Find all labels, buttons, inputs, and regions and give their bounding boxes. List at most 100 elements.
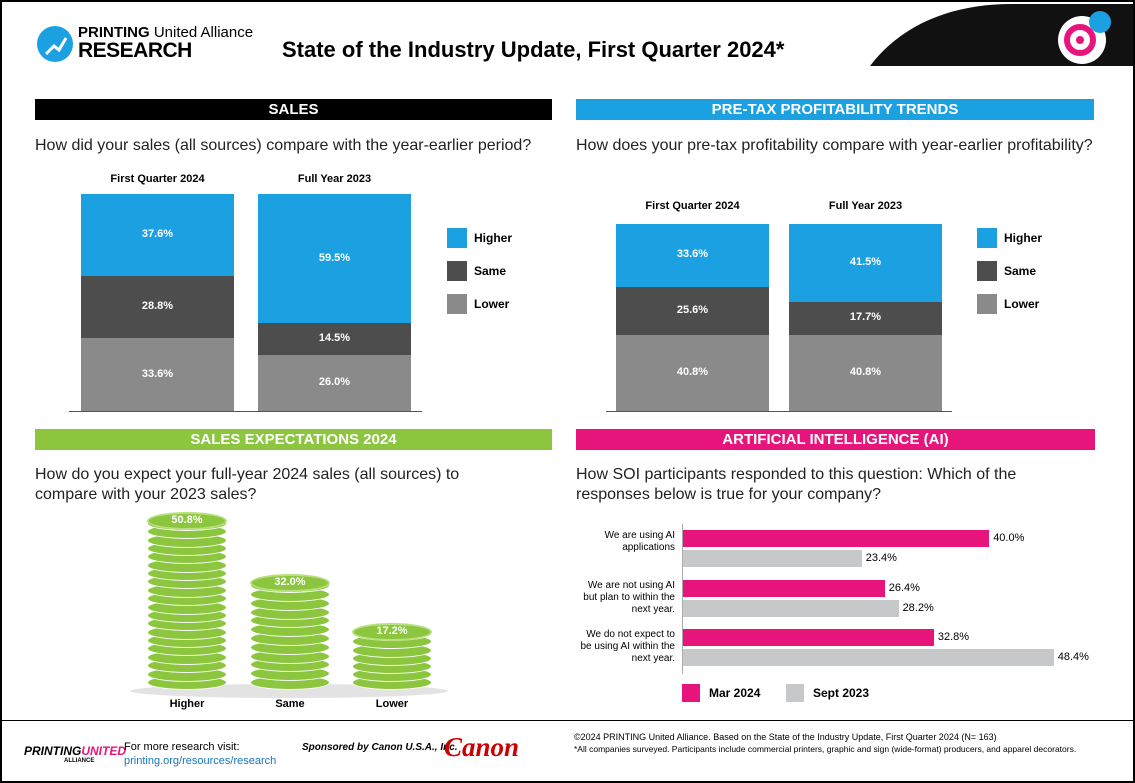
category-label: First Quarter 2024 <box>645 200 740 212</box>
bar <box>682 599 899 617</box>
footer-rule <box>2 720 1133 721</box>
category-label: Same <box>275 698 305 710</box>
logo-sub: RESEARCH <box>78 39 192 62</box>
coin-stack <box>147 512 227 690</box>
legend-label: Same <box>1004 264 1037 278</box>
data-label: 37.6% <box>141 227 174 240</box>
section-heading: PRE-TAX PROFITABILITY TRENDS <box>576 99 1094 120</box>
section-heading: ARTIFICIAL INTELLIGENCE (AI) <box>576 429 1095 450</box>
data-label: 40.0% <box>993 532 1025 544</box>
category-label: Full Year 2023 <box>828 200 903 212</box>
header-decoration <box>37 4 1133 66</box>
category-label: Lower <box>375 698 409 710</box>
category-label: We are not using AI but plan to within t… <box>583 579 675 615</box>
data-label: 32.8% <box>937 631 970 643</box>
data-label: 33.6% <box>676 248 709 261</box>
data-label: 59.5% <box>318 251 351 264</box>
bar-segment <box>258 354 411 411</box>
category-label: First Quarter 2024 <box>110 173 205 185</box>
category-label: Full Year 2023 <box>297 173 372 185</box>
bar-segment <box>81 338 234 411</box>
data-label: 41.5% <box>849 255 882 268</box>
data-label: 40.8% <box>849 365 882 378</box>
logo: PRINTING United Alliance <box>78 24 253 41</box>
legend-label: Higher <box>474 231 513 245</box>
category-label: We do not expect to be using AI within t… <box>580 629 675 664</box>
question: How does your pre-tax profitability comp… <box>576 137 1093 154</box>
coin-top <box>352 623 432 642</box>
section-heading: SALES EXPECTATIONS 2024 <box>35 429 552 450</box>
data-label: 25.6% <box>676 303 709 316</box>
footer-url[interactable]: printing.org/resources/research <box>124 755 277 767</box>
bar <box>682 530 990 547</box>
page-title: State of the Industry Update, First Quar… <box>282 37 785 62</box>
data-label: 26.4% <box>888 581 920 594</box>
axis-line <box>606 411 952 412</box>
footer-sponsor: Sponsored by Canon U.S.A., Inc. <box>302 742 458 753</box>
logo-bold: PRINTING <box>78 24 150 41</box>
data-label: 28.2% <box>902 601 934 614</box>
axis-line <box>682 524 683 674</box>
data-label: 32.0% <box>274 576 306 589</box>
legend-swatch <box>447 261 467 281</box>
data-label: 33.6% <box>141 367 174 380</box>
footer-logo-c: ALLIANCE <box>64 758 95 764</box>
bar <box>682 629 934 646</box>
footer-visit: For more research visit: <box>124 741 240 753</box>
bar-segment <box>789 301 942 335</box>
category-label: Higher <box>169 698 205 710</box>
legend-label: Sept 2023 <box>813 686 870 700</box>
data-label: 50.8% <box>171 514 203 527</box>
bar-segment <box>616 334 769 411</box>
category-label: We are using AI applications <box>604 530 675 553</box>
question: How SOI participants responded to this q… <box>576 466 1017 503</box>
legend-label: Lower <box>1004 297 1040 311</box>
coin-stack <box>250 574 330 690</box>
legend-swatch <box>786 684 804 702</box>
data-label: 17.7% <box>849 311 882 324</box>
coin-top <box>147 512 227 531</box>
bar-segment <box>81 194 234 276</box>
data-label: 23.4% <box>865 552 897 564</box>
legend-swatch <box>447 294 467 314</box>
footer-logo-b: UNITED <box>81 744 127 758</box>
bar-segment <box>258 323 411 355</box>
bar-segment <box>616 286 769 335</box>
bar-segment <box>258 194 411 324</box>
section-heading: SALES <box>35 99 552 120</box>
legend-swatch <box>447 228 467 248</box>
bar-segment <box>81 275 234 339</box>
data-label: 28.8% <box>141 299 174 312</box>
legend-swatch <box>977 261 997 281</box>
bar <box>682 649 1054 666</box>
bar-segment <box>616 224 769 287</box>
data-label: 14.5% <box>318 331 351 344</box>
coin-top <box>250 574 330 593</box>
footer-logo: PRINTINGUNITED <box>24 744 126 758</box>
legend-label: Mar 2024 <box>709 686 761 700</box>
legend-label: Lower <box>474 297 510 311</box>
question: How do you expect your full-year 2024 sa… <box>35 466 460 503</box>
footer-copyright: ©2024 PRINTING United Alliance. Based on… <box>574 732 997 742</box>
logo-light: United Alliance <box>153 24 254 41</box>
footer-logo-a: PRINTING <box>24 744 82 758</box>
legend-swatch <box>977 294 997 314</box>
data-label: 17.2% <box>376 625 408 638</box>
data-label: 26.0% <box>318 375 351 388</box>
bar-segment <box>789 334 942 411</box>
coin-stack <box>352 623 432 690</box>
data-label: 48.4% <box>1057 651 1089 663</box>
legend-label: Higher <box>1004 231 1043 245</box>
bar-segment <box>789 224 942 302</box>
axis-line <box>69 411 422 412</box>
bar <box>682 550 862 567</box>
question: How did your sales (all sources) compare… <box>35 137 532 154</box>
legend-swatch <box>977 228 997 248</box>
bar <box>682 579 885 597</box>
legend-label: Same <box>474 264 507 278</box>
footer-note: *All companies surveyed. Participants in… <box>574 744 1077 754</box>
data-label: 40.8% <box>676 365 709 378</box>
canon-logo: Canon <box>444 732 520 762</box>
legend-swatch <box>682 684 700 702</box>
